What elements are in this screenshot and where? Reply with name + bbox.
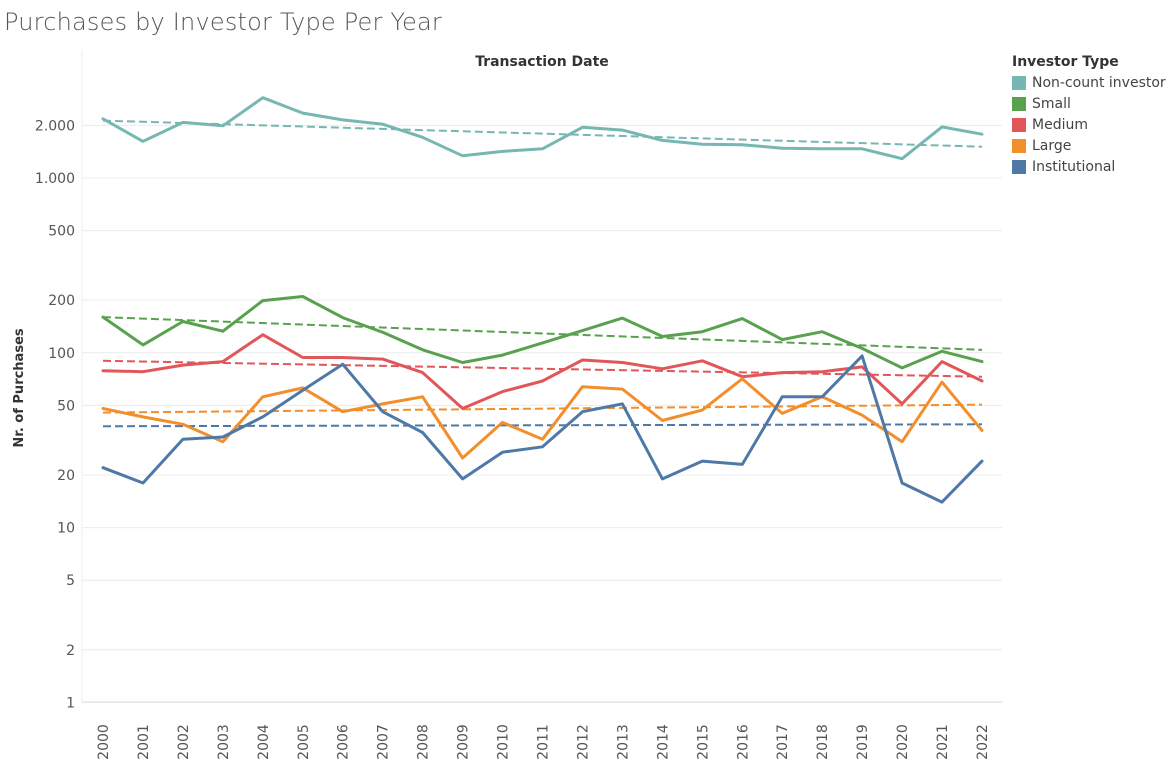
legend-label: Non-count investor [1032, 74, 1166, 91]
chart-subtitle: Transaction Date [475, 54, 609, 70]
x-tick-label: 2013 [615, 724, 631, 760]
x-tick-label: 2006 [336, 724, 352, 760]
legend-swatch [1012, 75, 1026, 90]
trend-line [102, 316, 983, 351]
x-tick-label: 2018 [815, 724, 831, 760]
trend-line [102, 119, 983, 148]
y-tick-label: 2.000 [35, 118, 75, 134]
legend-swatch [1012, 96, 1026, 111]
x-tick-label: 2009 [456, 724, 472, 760]
y-tick-label: 1.000 [35, 171, 75, 187]
x-tick-label: 2010 [496, 724, 512, 760]
x-tick-label: 2012 [575, 724, 591, 760]
series-line [101, 295, 984, 370]
legend-label: Small [1032, 95, 1071, 112]
series-line [101, 333, 984, 410]
trend-line [102, 423, 983, 428]
x-tick-label: 2002 [176, 724, 192, 760]
x-tick-label: 2001 [136, 724, 152, 760]
legend-item[interactable]: Non-count investor [1012, 72, 1166, 93]
legend-item[interactable]: Medium [1012, 114, 1166, 135]
x-tick-label: 2008 [416, 724, 432, 760]
trend-line [102, 359, 983, 378]
x-tick-label: 2011 [536, 724, 552, 760]
y-tick-label: 5 [66, 573, 75, 589]
x-tick-label: 2003 [216, 724, 232, 760]
legend-swatch [1012, 138, 1026, 153]
x-tick-label: 2022 [975, 724, 991, 760]
series-line [101, 96, 984, 161]
x-tick-label: 2017 [775, 724, 791, 760]
x-tick-label: 2016 [735, 724, 751, 760]
x-tick-label: 2021 [935, 724, 951, 760]
y-tick-label: 200 [48, 293, 75, 309]
y-tick-label: 10 [57, 521, 75, 537]
x-tick-label: 2020 [895, 724, 911, 760]
y-axis-label: Nr. of Purchases [12, 328, 27, 447]
y-tick-label: 100 [48, 346, 75, 362]
series-line [101, 377, 984, 460]
legend-swatch [1012, 159, 1026, 174]
page-title: Purchases by Investor Type Per Year [4, 8, 442, 36]
y-tick-label: 20 [57, 468, 75, 484]
legend-item[interactable]: Small [1012, 93, 1166, 114]
legend-label: Medium [1032, 116, 1088, 133]
x-tick-label: 2015 [695, 724, 711, 760]
x-tick-label: 2004 [256, 724, 272, 760]
x-tick-label: 2005 [296, 724, 312, 760]
y-tick-label: 2 [66, 643, 75, 659]
legend-item[interactable]: Large [1012, 135, 1166, 156]
x-tick-label: 2000 [96, 724, 112, 760]
legend-item[interactable]: Institutional [1012, 156, 1166, 177]
legend-title: Investor Type [1012, 54, 1119, 70]
legend-label: Institutional [1032, 158, 1116, 175]
x-tick-label: 2007 [376, 724, 392, 760]
series-line [101, 354, 984, 504]
y-tick-label: 500 [48, 224, 75, 240]
x-tick-label: 2014 [655, 724, 671, 760]
legend: Investor Type Non-count investor Small Med… [1012, 54, 1166, 177]
y-tick-label: 1 [66, 695, 75, 711]
y-tick-label: 50 [57, 398, 75, 414]
legend-swatch [1012, 117, 1026, 132]
legend-label: Large [1032, 137, 1072, 154]
x-tick-label: 2019 [855, 724, 871, 760]
